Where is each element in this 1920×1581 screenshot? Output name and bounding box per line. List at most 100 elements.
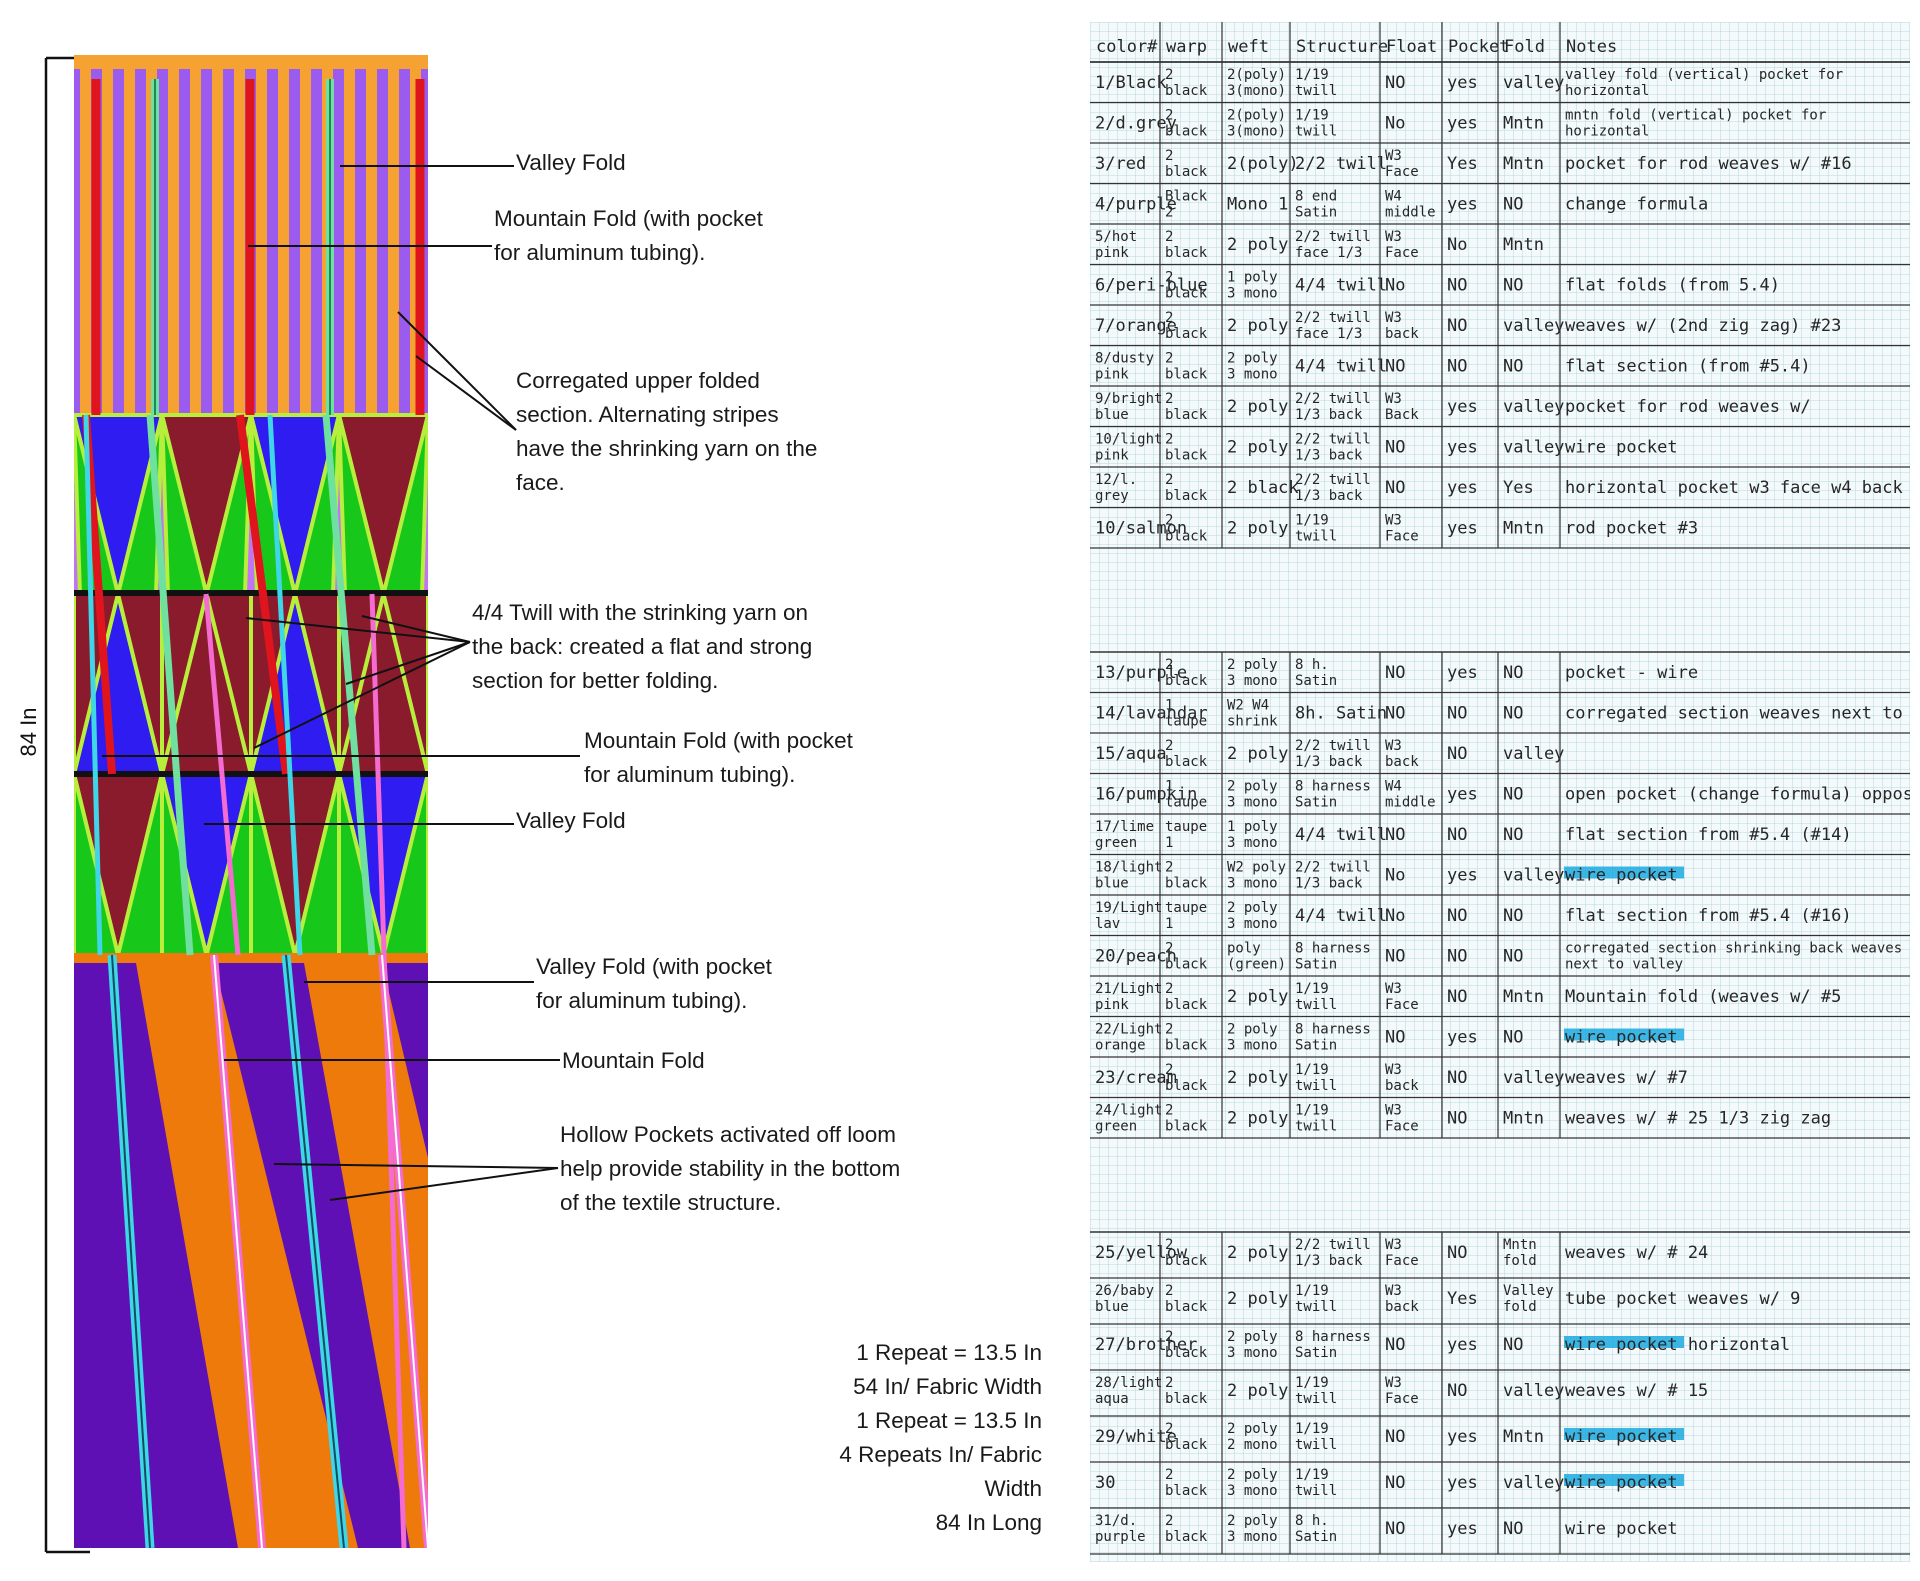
table-cell: W3 bbox=[1385, 1237, 1402, 1253]
table-cell: black bbox=[1165, 124, 1208, 140]
table-cell: NO bbox=[1385, 1519, 1405, 1539]
table-cell: NO bbox=[1503, 1335, 1523, 1355]
table-cell: yes bbox=[1447, 195, 1478, 215]
table-cell: pink bbox=[1095, 245, 1129, 261]
table-cell: 31/d. bbox=[1095, 1513, 1137, 1529]
table-cell: aqua bbox=[1095, 1391, 1129, 1407]
table-cell: NO bbox=[1447, 987, 1467, 1007]
callout-mountain-fold-pocket-top: Mountain Fold (with pocket for aluminum … bbox=[494, 206, 763, 265]
table-cell: Mono 1 bbox=[1227, 195, 1288, 215]
table-cell: twill bbox=[1295, 1299, 1337, 1315]
table-cell: 2 bbox=[1165, 1329, 1173, 1345]
table-cell: flat folds (from 5.4) bbox=[1565, 276, 1780, 296]
table-cell: black bbox=[1165, 997, 1208, 1013]
table-cell: middle bbox=[1385, 795, 1436, 811]
valley-fold-line bbox=[322, 414, 376, 956]
table-cell: wire pocket horizontal bbox=[1565, 1335, 1790, 1355]
table-cell: 4/purple bbox=[1095, 195, 1177, 215]
table-cell: taupe bbox=[1165, 819, 1207, 835]
table-cell: twill bbox=[1295, 1483, 1337, 1499]
table-cell: W3 bbox=[1385, 1062, 1402, 1078]
table-cell: NO bbox=[1447, 316, 1467, 336]
table-cell: No bbox=[1447, 235, 1467, 255]
table-cell: Mntn bbox=[1503, 1237, 1537, 1253]
orange-pocket-band bbox=[136, 963, 358, 1548]
leader-line bbox=[415, 355, 517, 431]
table-cell: 2/2 twill bbox=[1295, 738, 1371, 754]
table-cell: W3 bbox=[1385, 981, 1402, 997]
table-cell: Satin bbox=[1295, 1529, 1337, 1545]
mountain-fold-bottom-core bbox=[213, 954, 263, 1548]
table-cell: 2 bbox=[1165, 513, 1173, 529]
mountain-fold-line bbox=[82, 414, 116, 775]
table-cell: yes bbox=[1447, 1028, 1478, 1048]
callout-valley-fold-mid: Valley Fold bbox=[516, 808, 626, 833]
table-cell: 2 poly bbox=[1227, 1381, 1288, 1401]
table-cell: black bbox=[1165, 326, 1208, 342]
table-cell: 2 bbox=[1165, 472, 1173, 488]
table-cell: 1/19 bbox=[1295, 1375, 1329, 1391]
table-cell: W3 bbox=[1385, 391, 1402, 407]
fabric-design: 84 In bbox=[16, 55, 580, 1554]
table-cell: back bbox=[1385, 1299, 1419, 1315]
table-cell: NO bbox=[1447, 947, 1467, 967]
table-cell: yes bbox=[1447, 397, 1478, 417]
table-cell: 2 mono bbox=[1227, 1437, 1278, 1453]
table-cell: W4 bbox=[1385, 779, 1402, 795]
table-cell: valley bbox=[1503, 744, 1564, 764]
table-cell: Mntn bbox=[1503, 1427, 1544, 1447]
table-cell: No bbox=[1385, 114, 1405, 134]
table-cell: taupe bbox=[1165, 714, 1207, 730]
table-cell: NO bbox=[1385, 825, 1405, 845]
table-cell: 3/red bbox=[1095, 154, 1146, 174]
table-cell: 2 bbox=[1165, 1237, 1173, 1253]
callout-corrugated-section: Corregated upper folded section. Alterna… bbox=[516, 368, 818, 495]
leader-lines bbox=[102, 165, 580, 1201]
table-cell: NO bbox=[1385, 1335, 1405, 1355]
leader-line bbox=[361, 615, 471, 643]
table-cell: black bbox=[1165, 407, 1208, 423]
table-cell: 8 harness bbox=[1295, 1022, 1371, 1038]
pocket-line bbox=[267, 414, 303, 956]
orange-stripe bbox=[300, 55, 311, 415]
table-cell: black bbox=[1165, 957, 1208, 973]
table-cell: valley bbox=[1503, 1068, 1564, 1088]
table-cell: Yes bbox=[1447, 1289, 1478, 1309]
table-cell: 1/19 bbox=[1295, 1421, 1329, 1437]
table-cell: 2 bbox=[1165, 1467, 1173, 1483]
mountain-fold-bottom-core bbox=[381, 954, 428, 1548]
table-cell: 1/19 bbox=[1295, 1283, 1329, 1299]
table-cell: 2 poly bbox=[1227, 316, 1288, 336]
table-cell: horizontal bbox=[1565, 124, 1649, 140]
orange-stripe bbox=[278, 55, 289, 415]
callout-valley-fold-pocket: Valley Fold (with pocket for aluminum tu… bbox=[536, 954, 772, 1013]
table-cell: 20/peach bbox=[1095, 947, 1177, 967]
table-cell: Face bbox=[1385, 997, 1419, 1013]
leader-line bbox=[245, 617, 471, 643]
table-cell: NO bbox=[1385, 73, 1405, 93]
table-cell: black bbox=[1165, 1483, 1208, 1499]
callout-mountain-fold-bottom: Mountain Fold bbox=[562, 1048, 705, 1073]
table-cell: black bbox=[1165, 1253, 1208, 1269]
table-cell: NO bbox=[1447, 906, 1467, 926]
table-cell: NO bbox=[1503, 276, 1523, 296]
table-cell: 2 bbox=[1165, 270, 1173, 286]
table-cell: 2 poly bbox=[1227, 1022, 1278, 1038]
table-cell: 2 poly bbox=[1227, 351, 1278, 367]
table-cell: 2 poly bbox=[1227, 900, 1278, 916]
table-cell: NO bbox=[1447, 276, 1467, 296]
table-cell: 1 bbox=[1165, 779, 1173, 795]
table-cell: 1/3 back bbox=[1295, 448, 1363, 464]
table-cell: twill bbox=[1295, 83, 1337, 99]
table-cell: W3 bbox=[1385, 310, 1402, 326]
table-cell: 2/2 twill bbox=[1295, 229, 1371, 245]
table-cell: W2 poly bbox=[1227, 860, 1286, 876]
table-cell: 2/2 twill bbox=[1295, 860, 1371, 876]
table-cell: NO bbox=[1503, 663, 1523, 683]
table-cell: NO bbox=[1503, 785, 1523, 805]
table-cell: No bbox=[1385, 866, 1405, 886]
table-cell: 8h. Satin bbox=[1295, 704, 1387, 724]
table-cell: twill bbox=[1295, 1437, 1337, 1453]
table-cell: Satin bbox=[1295, 205, 1337, 221]
table-cell: weaves w/ # 15 bbox=[1565, 1381, 1708, 1401]
